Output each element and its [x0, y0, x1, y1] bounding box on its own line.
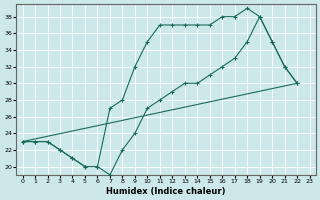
X-axis label: Humidex (Indice chaleur): Humidex (Indice chaleur): [106, 187, 226, 196]
